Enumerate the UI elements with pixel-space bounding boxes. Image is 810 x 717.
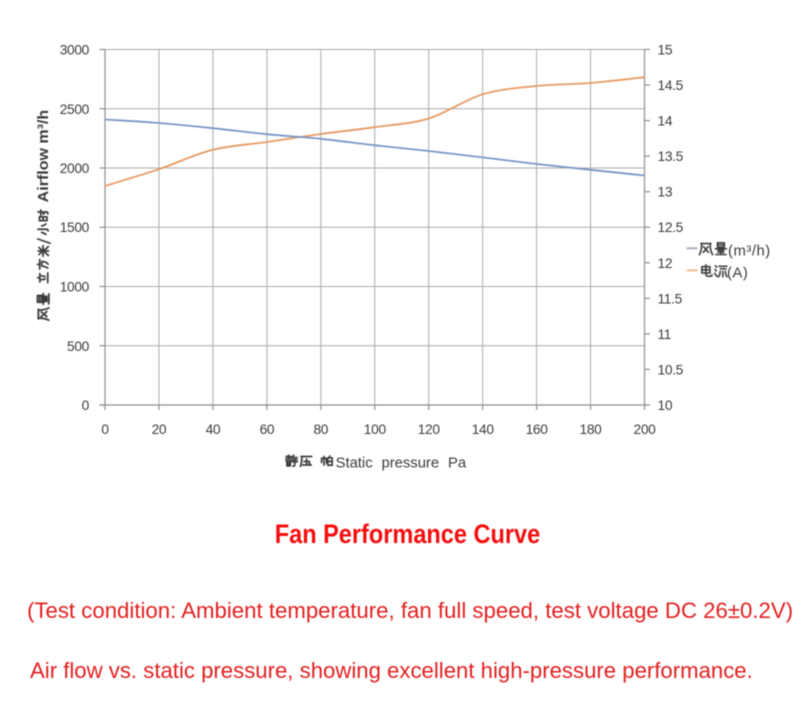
svg-text:60: 60 (260, 422, 275, 437)
svg-text:Airflow m³/h: Airflow m³/h (36, 110, 52, 203)
svg-text:160: 160 (526, 422, 549, 437)
svg-text:0: 0 (101, 422, 109, 437)
svg-text:20: 20 (152, 422, 167, 437)
svg-text:15: 15 (658, 43, 673, 58)
svg-text:12: 12 (658, 256, 673, 271)
svg-text:1000: 1000 (60, 280, 90, 295)
svg-text:13: 13 (658, 185, 673, 200)
svg-text:200: 200 (634, 422, 657, 437)
svg-text:0: 0 (82, 398, 90, 413)
svg-text:80: 80 (313, 422, 328, 437)
svg-text:3000: 3000 (60, 43, 90, 58)
svg-text:1500: 1500 (60, 220, 90, 235)
svg-text:11.5: 11.5 (658, 291, 683, 306)
svg-text:120: 120 (418, 422, 441, 437)
svg-text:14: 14 (658, 114, 673, 129)
svg-text:2000: 2000 (60, 161, 90, 176)
svg-text:(m³/h): (m³/h) (728, 243, 771, 259)
svg-text:14.5: 14.5 (658, 78, 684, 93)
svg-text:10: 10 (658, 398, 673, 413)
svg-text:11: 11 (658, 327, 672, 342)
svg-text:2500: 2500 (60, 102, 90, 117)
svg-text:100: 100 (364, 422, 387, 437)
svg-text:13.5: 13.5 (658, 149, 684, 164)
svg-text:(A): (A) (727, 265, 748, 281)
svg-text:500: 500 (67, 339, 90, 354)
svg-text:Static pressure Pa: Static pressure Pa (336, 456, 467, 472)
svg-text:10.5: 10.5 (658, 362, 684, 377)
svg-text:140: 140 (472, 422, 495, 437)
svg-text:180: 180 (580, 422, 603, 437)
svg-text:40: 40 (206, 422, 221, 437)
svg-text:12.5: 12.5 (658, 220, 684, 235)
